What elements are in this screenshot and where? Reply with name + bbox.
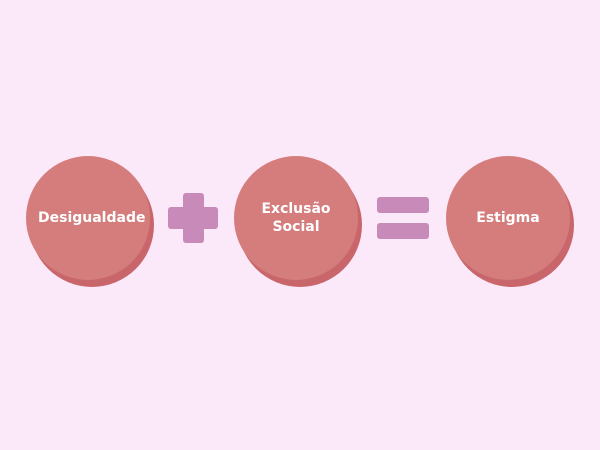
term-label-estigma: Estigma: [476, 210, 540, 226]
term-circle-exclusao-social: Exclusão Social: [234, 156, 362, 287]
term-label-desigualdade: Desigualdade: [38, 210, 146, 226]
circle-face: Desigualdade: [26, 156, 150, 280]
equals-icon-top-bar: [377, 197, 429, 213]
equals-icon-bottom-bar: [377, 223, 429, 239]
term-circle-desigualdade: Desigualdade: [26, 156, 154, 287]
circle-face: Exclusão Social: [234, 156, 358, 280]
term-circle-estigma: Estigma: [446, 156, 574, 287]
term-label-exclusao-social: Exclusão Social: [261, 201, 331, 235]
plus-icon-horizontal-bar: [168, 207, 218, 229]
circle-face: Estigma: [446, 156, 570, 280]
